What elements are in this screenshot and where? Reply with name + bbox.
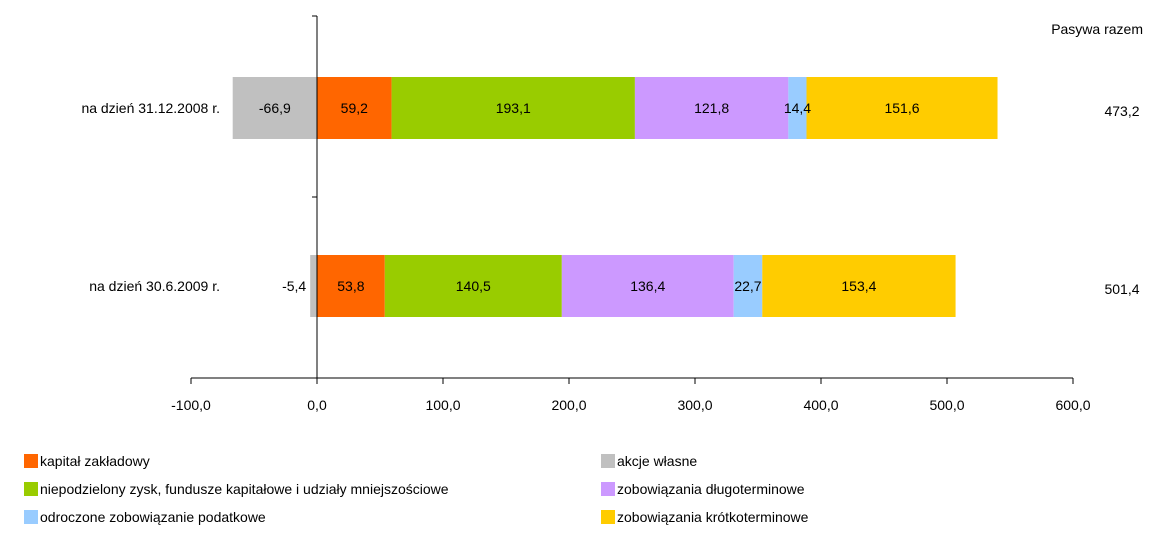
bar-segment (384, 255, 562, 317)
data-label: 121,8 (694, 100, 729, 116)
data-label: 136,4 (630, 278, 665, 294)
x-tick-label: 500,0 (929, 397, 964, 413)
bar-segment (232, 77, 317, 139)
legend-label: zobowiązania krótkoterminowe (617, 509, 809, 525)
data-label: -66,9 (259, 100, 291, 116)
x-tick-label: 200,0 (551, 397, 586, 413)
x-tick-label: 600,0 (1055, 397, 1090, 413)
legend-swatch (601, 510, 615, 524)
bar-segment (762, 255, 956, 317)
bar-segment (634, 77, 789, 139)
legend-item: kapitał zakładowy (24, 453, 150, 469)
x-tick-label: 400,0 (803, 397, 838, 413)
legend-label: niepodzielony zysk, fundusze kapitałowe … (40, 481, 449, 497)
category-label: na dzień 30.6.2009 r. (89, 278, 220, 294)
bar-segment (391, 77, 635, 139)
legend-label: kapitał zakładowy (40, 453, 150, 469)
legend-swatch (601, 454, 615, 468)
bar-segment (317, 255, 385, 317)
legend-item: zobowiązania krótkoterminowe (601, 509, 809, 525)
totals-header: Pasywa razem (1051, 21, 1143, 37)
legend-swatch (601, 482, 615, 496)
data-label: 59,2 (341, 100, 368, 116)
bar-segment (317, 77, 392, 139)
legend-label: zobowiązania długoterminowe (617, 481, 805, 497)
legend-swatch (24, 510, 38, 524)
legend-label: odroczone zobowiązanie podatkowe (40, 509, 266, 525)
data-label: 151,6 (884, 100, 919, 116)
legend-item: zobowiązania długoterminowe (601, 481, 805, 497)
bar-segment (788, 77, 807, 139)
data-label: 140,5 (456, 278, 491, 294)
legend: kapitał zakładowy akcje własne niepodzielo… (24, 453, 809, 525)
data-label: 14,4 (784, 100, 811, 116)
legend-item: niepodzielony zysk, fundusze kapitałowe … (24, 481, 449, 497)
data-label: 22,7 (734, 278, 761, 294)
x-tick-label: 300,0 (677, 397, 712, 413)
legend-label: akcje własne (617, 453, 697, 469)
axes-layer: -100,0 0,0 100,0 200,0 300,0 400,0 500,0 600,0 (171, 15, 1091, 413)
bar-segment (310, 255, 317, 317)
category-label: na dzień 31.12.2008 r. (81, 100, 220, 116)
bar-segment (806, 77, 998, 139)
x-tick-label: 100,0 (425, 397, 460, 413)
bar-segment (733, 255, 763, 317)
data-label: 153,4 (841, 278, 876, 294)
x-tick-label: 0,0 (307, 397, 327, 413)
labels-layer: -66,9 59,2 193,1 121,8 14,4 151,6 na dzień 31.… (81, 100, 1139, 297)
total-value: 473,2 (1104, 103, 1139, 119)
data-label: -5,4 (282, 278, 306, 294)
total-value: 501,4 (1104, 281, 1139, 297)
legend-swatch (24, 482, 38, 496)
bars-layer (232, 77, 998, 317)
data-label: 53,8 (337, 278, 364, 294)
data-label: 193,1 (496, 100, 531, 116)
legend-item: odroczone zobowiązanie podatkowe (24, 509, 266, 525)
bar-segment (561, 255, 734, 317)
legend-item: akcje własne (601, 453, 697, 469)
x-tick-label: -100,0 (171, 397, 211, 413)
legend-swatch (24, 454, 38, 468)
